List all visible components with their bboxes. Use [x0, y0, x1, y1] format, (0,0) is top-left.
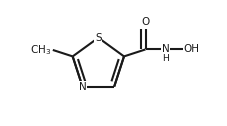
- Text: OH: OH: [183, 44, 199, 54]
- Text: N: N: [161, 44, 169, 54]
- Text: O: O: [141, 17, 149, 27]
- Text: H: H: [161, 54, 168, 64]
- Text: N: N: [78, 82, 86, 92]
- Text: S: S: [95, 33, 101, 43]
- Text: CH$_3$: CH$_3$: [30, 43, 51, 57]
